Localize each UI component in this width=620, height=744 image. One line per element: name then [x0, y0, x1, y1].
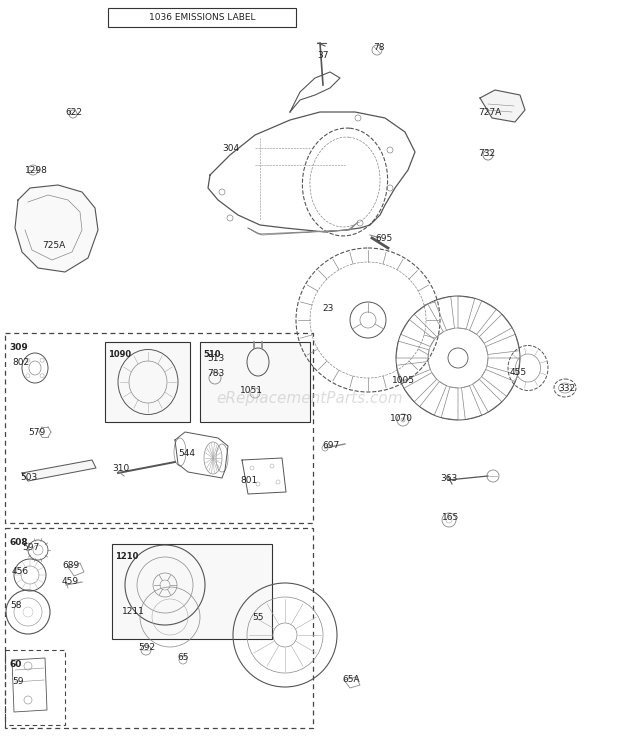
Text: 1090: 1090	[108, 350, 131, 359]
Bar	[5, 650, 65, 725]
Text: 689: 689	[62, 560, 79, 569]
Bar	[200, 342, 310, 422]
Bar	[108, 8, 296, 27]
Text: 455: 455	[510, 368, 527, 376]
Text: 783: 783	[207, 368, 224, 377]
Polygon shape	[15, 185, 98, 272]
Bar	[5, 528, 313, 728]
Text: 304: 304	[222, 144, 239, 153]
Bar	[105, 342, 190, 422]
Text: 1211: 1211	[122, 608, 145, 617]
Bar	[112, 544, 272, 639]
Text: 309: 309	[9, 343, 28, 352]
Text: 310: 310	[112, 464, 129, 472]
Polygon shape	[480, 90, 525, 122]
Text: 55: 55	[252, 614, 264, 623]
Text: 65: 65	[177, 653, 188, 662]
Text: 503: 503	[20, 472, 37, 481]
Text: 510: 510	[203, 350, 221, 359]
Text: 1210: 1210	[115, 552, 138, 561]
Text: 23: 23	[322, 304, 334, 312]
Text: 1298: 1298	[25, 165, 48, 175]
Text: 1070: 1070	[390, 414, 413, 423]
Text: 727A: 727A	[478, 107, 501, 117]
Text: 65A: 65A	[342, 676, 360, 684]
Text: 363: 363	[440, 473, 457, 483]
Text: 592: 592	[138, 644, 155, 652]
Text: eReplacementParts.com: eReplacementParts.com	[216, 391, 404, 405]
Text: 597: 597	[22, 544, 39, 553]
Bar	[5, 333, 313, 523]
Text: 802: 802	[12, 358, 29, 367]
Text: 165: 165	[442, 513, 459, 522]
Text: 78: 78	[373, 42, 384, 51]
Text: 59: 59	[12, 678, 24, 687]
Text: 697: 697	[322, 440, 339, 449]
Text: 608: 608	[9, 538, 28, 547]
Text: 1051: 1051	[240, 385, 263, 394]
Text: 332: 332	[558, 383, 575, 393]
Text: 732: 732	[478, 149, 495, 158]
Text: 579: 579	[28, 428, 45, 437]
Text: 544: 544	[178, 449, 195, 458]
Polygon shape	[22, 460, 96, 481]
Text: 37: 37	[317, 51, 329, 60]
Text: 60: 60	[9, 660, 21, 669]
Text: 622: 622	[65, 107, 82, 117]
Text: 1005: 1005	[392, 376, 415, 385]
Text: 456: 456	[12, 568, 29, 577]
Text: 58: 58	[10, 600, 22, 609]
Text: 695: 695	[375, 234, 392, 243]
Text: 1036 EMISSIONS LABEL: 1036 EMISSIONS LABEL	[149, 13, 255, 22]
Text: 725A: 725A	[42, 240, 65, 249]
Text: 459: 459	[62, 577, 79, 586]
Text: 513: 513	[207, 353, 224, 362]
Text: 801: 801	[240, 475, 257, 484]
